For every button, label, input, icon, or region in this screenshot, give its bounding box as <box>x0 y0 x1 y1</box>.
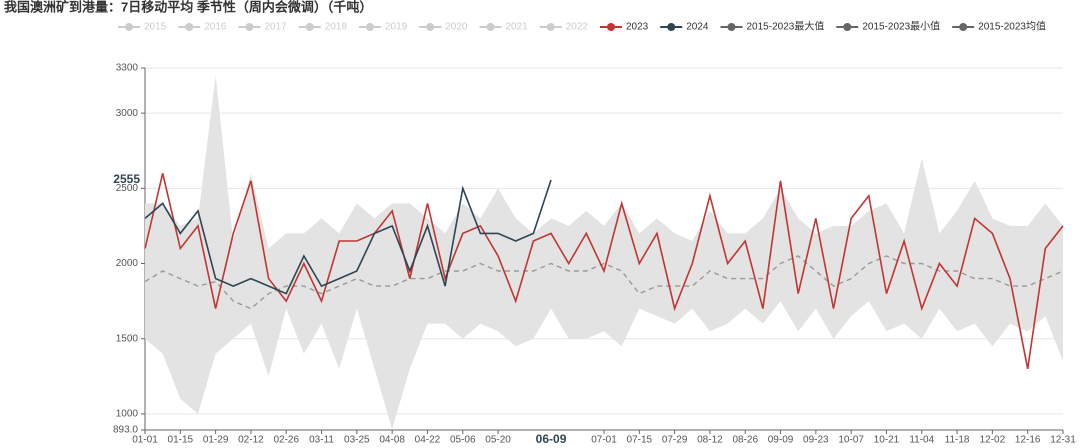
x-tick-label: 08-26 <box>732 435 758 446</box>
legend-marker <box>546 23 555 31</box>
legend-marker <box>426 23 435 31</box>
legend-marker <box>366 23 374 31</box>
legend-label: 2015-2023最大值 <box>747 20 825 33</box>
legend-label: 2016 <box>204 22 227 33</box>
legend-marker <box>185 23 194 31</box>
legend-label: 2015-2023均值 <box>978 20 1046 33</box>
y-tick-label: 1500 <box>116 333 139 344</box>
x-tick-label: 04-22 <box>415 435 441 446</box>
legend-label: 2017 <box>265 22 288 33</box>
x-tick-label: 11-04 <box>909 435 934 446</box>
legend-marker <box>667 23 676 31</box>
pointer-x-bg <box>529 432 574 448</box>
legend-label: 2021 <box>506 22 529 33</box>
x-tick-label: 01-01 <box>132 435 158 446</box>
x-tick-label: 07-15 <box>627 435 653 446</box>
legend-marker <box>959 23 968 31</box>
x-tick-label: 03-11 <box>309 435 334 446</box>
legend-marker <box>305 23 314 31</box>
line-2024 <box>144 179 552 295</box>
legend-label: 2024 <box>686 22 709 33</box>
x-tick-label: 01-15 <box>168 435 194 446</box>
x-tick-label: 01-29 <box>203 435 229 446</box>
y-tick-label: 2000 <box>116 258 139 269</box>
legend-marker <box>843 23 852 31</box>
line-2023 <box>144 173 1064 369</box>
x-tick-label: 03-25 <box>344 435 370 446</box>
y-tick-label: 3300 <box>116 63 139 74</box>
y-tick-label: 3000 <box>116 108 139 119</box>
y-tick-label: 1000 <box>116 409 139 420</box>
chart-title: 我国澳洲矿到港量：7日移动平均 季节性（周内会微调）（千吨） <box>4 0 372 14</box>
y-tick-label: 2500 <box>116 183 139 194</box>
x-tick-label: 10-21 <box>874 435 900 446</box>
x-tick-label: 02-12 <box>238 435 264 446</box>
legend-marker <box>486 23 495 31</box>
x-tick-label: 09-09 <box>768 435 794 446</box>
pointer-y-label: 2555 <box>113 172 140 186</box>
legend-marker <box>125 23 133 31</box>
legend-label: 2023 <box>626 22 649 33</box>
x-tick-label: 05-20 <box>485 435 511 446</box>
x-tick-label: 09-23 <box>803 435 829 446</box>
legend-marker <box>245 23 254 31</box>
legend-label: 2015-2023最小值 <box>862 20 940 33</box>
legend-label: 2015 <box>144 22 167 33</box>
x-tick-label: 12-31 <box>1050 435 1076 446</box>
legend-label: 2018 <box>325 22 348 33</box>
legend-label: 2020 <box>445 22 468 33</box>
x-tick-label: 08-12 <box>697 435 723 446</box>
legend-marker <box>727 23 736 31</box>
x-tick-label: 07-29 <box>662 435 688 446</box>
legend-label: 2022 <box>566 22 589 33</box>
y-tick-label: 893.0 <box>113 425 138 436</box>
x-tick-label: 12-02 <box>980 435 1006 446</box>
legend-label: 2019 <box>385 22 408 33</box>
legend-marker <box>607 23 615 31</box>
x-tick-label: 07-01 <box>591 435 617 446</box>
pointer-x-label: 06-09 <box>536 432 567 446</box>
x-tick-label: 05-06 <box>450 435 476 446</box>
x-tick-label: 10-07 <box>838 435 864 446</box>
x-tick-label: 11-18 <box>945 435 970 446</box>
range-band <box>145 75 1063 429</box>
x-tick-label: 12-16 <box>1015 435 1041 446</box>
x-tick-label: 02-26 <box>273 435 299 446</box>
x-tick-label: 04-08 <box>379 435 405 446</box>
